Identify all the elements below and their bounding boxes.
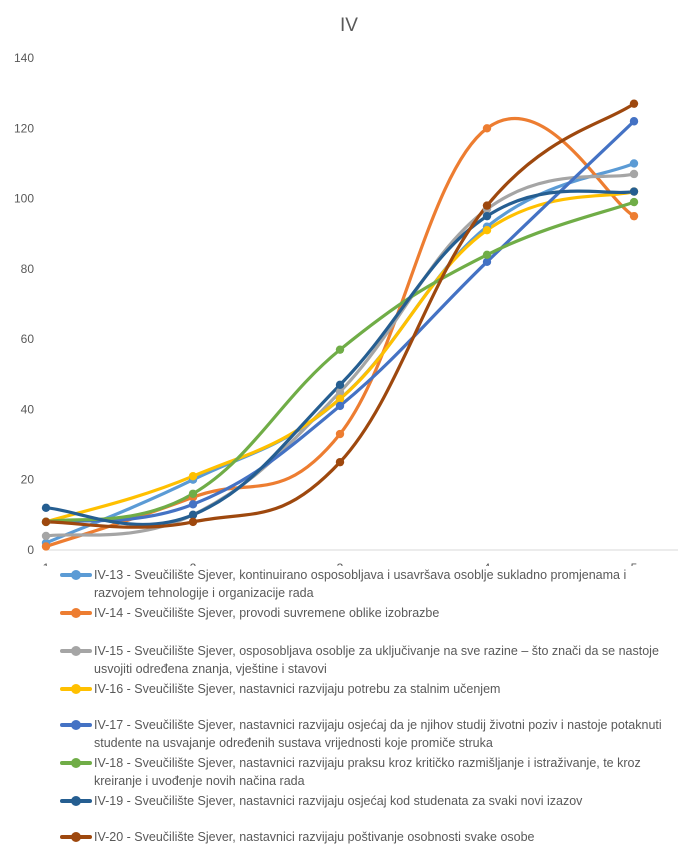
chart-title: IV — [340, 15, 358, 36]
legend-marker — [60, 794, 92, 808]
data-point-s6-5 — [629, 197, 639, 207]
y-tick-label: 40 — [21, 402, 35, 416]
data-point-s3-3 — [335, 387, 345, 397]
series-lines — [44, 102, 636, 549]
legend-marker — [60, 682, 92, 696]
legend-label: IV-20 - Sveučilište Sjever, nastavnici r… — [94, 830, 535, 844]
legend-marker — [60, 568, 92, 582]
y-tick-label: 20 — [21, 473, 35, 487]
legend-item: IV-18 - Sveučilište Sjever, nastavnici r… — [60, 754, 670, 790]
data-point-s2-1 — [41, 542, 51, 551]
y-tick-label: 140 — [14, 51, 34, 65]
series-line-7 — [44, 189, 636, 527]
data-point-s6-4 — [482, 250, 492, 259]
legend-item: IV-16 - Sveučilište Sjever, nastavnici r… — [60, 680, 670, 698]
y-axis-ticks: 0 20 40 60 80 100 120 140 — [14, 51, 34, 557]
legend-label: IV-18 - Sveučilište Sjever, nastavnici r… — [94, 756, 641, 788]
data-point-s5-4 — [482, 257, 492, 267]
legend-marker — [60, 830, 92, 844]
data-point-s7-3 — [335, 380, 345, 390]
data-point-s6-2 — [188, 489, 198, 498]
data-point-s7-5 — [629, 187, 639, 196]
y-tick-label: 0 — [27, 543, 34, 557]
legend-label: IV-16 - Sveučilište Sjever, nastavnici r… — [94, 682, 501, 696]
x-tick-label: 2 — [190, 561, 197, 566]
series-line-3 — [44, 172, 636, 538]
data-point-s3-1 — [41, 531, 51, 541]
series-points — [41, 99, 639, 551]
line-chart: IV 0 20 40 60 80 100 120 140 1 2 3 4 5 — [14, 15, 678, 566]
data-point-s6-3 — [335, 345, 345, 354]
series-line-5 — [44, 119, 636, 524]
x-tick-label: 3 — [337, 561, 344, 566]
legend-item: IV-20 - Sveučilište Sjever, nastavnici r… — [60, 828, 670, 846]
legend-label: IV-14 - Sveučilište Sjever, provodi suvr… — [94, 606, 440, 620]
data-point-s4-4 — [482, 226, 492, 235]
y-tick-label: 60 — [21, 332, 35, 346]
legend-item: IV-13 - Sveučilište Sjever, kontinuirano… — [60, 566, 670, 602]
legend-item: IV-15 - Sveučilište Sjever, osposobljava… — [60, 642, 670, 678]
legend-item: IV-14 - Sveučilište Sjever, provodi suvr… — [60, 604, 670, 622]
legend-label: IV-15 - Sveučilište Sjever, osposobljava… — [94, 644, 659, 676]
x-tick-label: 1 — [43, 561, 50, 566]
data-point-s2-5 — [629, 211, 639, 221]
data-point-s7-2 — [188, 510, 198, 520]
legend-marker — [60, 606, 92, 620]
series-line-8 — [44, 102, 636, 529]
y-tick-label: 120 — [14, 121, 34, 135]
legend-label: IV-13 - Sveučilište Sjever, kontinuirano… — [94, 568, 627, 600]
data-point-s5-5 — [629, 117, 639, 126]
data-point-s8-2 — [188, 517, 198, 527]
data-point-s2-4 — [482, 124, 492, 133]
data-point-s4-3 — [335, 394, 345, 404]
legend-marker — [60, 644, 92, 658]
data-point-s5-2 — [188, 500, 198, 509]
data-point-s2-3 — [335, 429, 345, 439]
legend-label: IV-19 - Sveučilište Sjever, nastavnici r… — [94, 794, 583, 808]
data-point-s8-5 — [629, 99, 639, 108]
legend-item: IV-19 - Sveučilište Sjever, nastavnici r… — [60, 792, 670, 810]
data-point-s3-5 — [629, 169, 639, 179]
legend-marker — [60, 756, 92, 770]
data-point-s1-5 — [629, 159, 639, 168]
x-tick-label: 4 — [484, 561, 491, 566]
data-point-s8-3 — [335, 457, 345, 467]
data-point-s8-1 — [41, 517, 51, 527]
series-line-4 — [44, 189, 636, 524]
data-point-s7-4 — [482, 211, 492, 221]
y-tick-label: 100 — [14, 192, 34, 206]
data-point-s4-2 — [188, 472, 198, 481]
x-tick-label: 5 — [631, 561, 638, 566]
series-line-6 — [44, 200, 636, 524]
legend-marker — [60, 718, 92, 732]
x-axis-ticks: 1 2 3 4 5 — [43, 561, 638, 566]
legend-label: IV-17 - Sveučilište Sjever, nastavnici r… — [94, 718, 662, 750]
data-point-s5-3 — [335, 401, 345, 411]
data-point-s7-1 — [41, 503, 51, 513]
data-point-s8-4 — [482, 201, 492, 210]
legend-item: IV-17 - Sveučilište Sjever, nastavnici r… — [60, 716, 670, 752]
y-tick-label: 80 — [21, 262, 35, 276]
